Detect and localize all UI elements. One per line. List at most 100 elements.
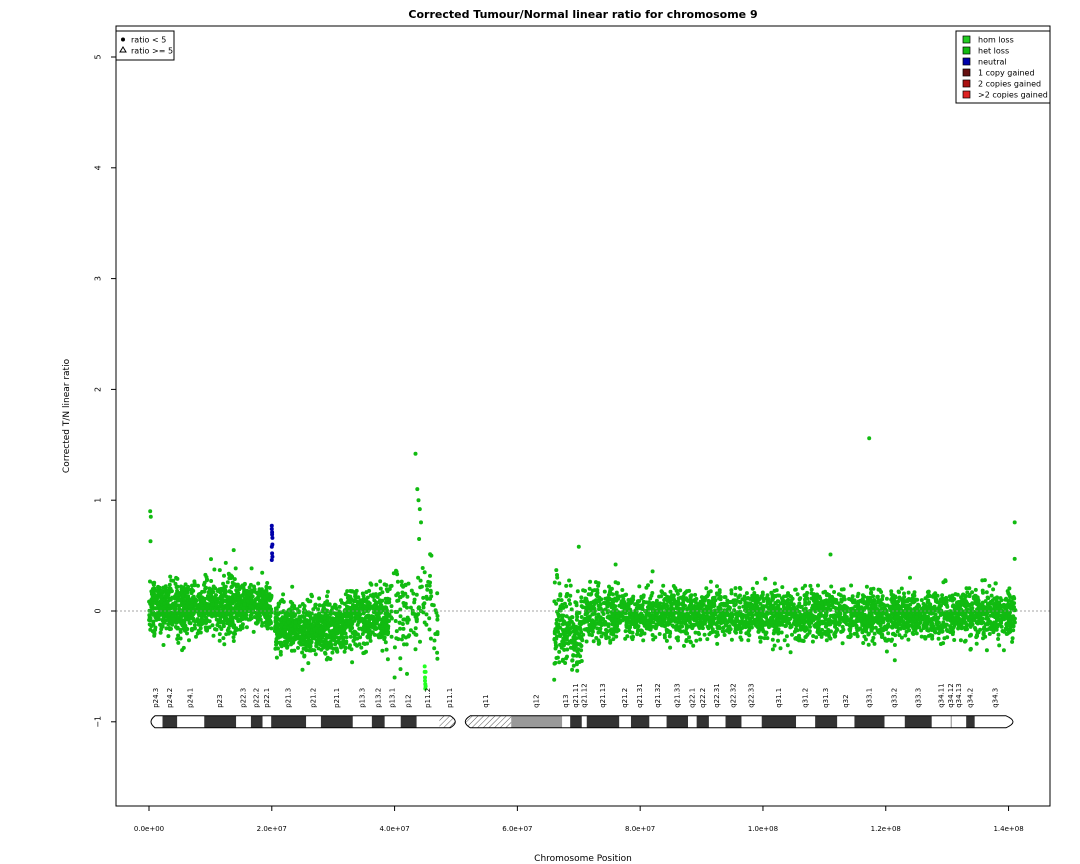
data-point: [159, 595, 164, 599]
data-point: [345, 589, 350, 594]
data-point: [374, 582, 379, 587]
data-point: [179, 612, 184, 616]
data-point: [571, 635, 576, 640]
data-point: [200, 606, 205, 610]
data-point: [715, 584, 719, 589]
data-point: [151, 619, 156, 624]
data-point: [311, 636, 315, 641]
data-point: [614, 634, 619, 639]
data-point: [200, 598, 205, 603]
data-point: [421, 595, 426, 600]
data-point: [231, 639, 236, 643]
data-point: [367, 616, 372, 621]
data-point: [207, 611, 212, 616]
data-point: [290, 604, 295, 609]
data-point: [250, 605, 255, 610]
data-point: [738, 630, 743, 635]
data-point: [556, 597, 561, 602]
data-point: [317, 596, 322, 601]
data-point: [698, 637, 703, 642]
data-point: [668, 589, 673, 594]
data-point: [153, 593, 158, 598]
data-point: [307, 634, 312, 639]
data-point: [251, 629, 256, 634]
data-point: [407, 633, 412, 638]
data-point: [991, 587, 996, 592]
data-point: [568, 601, 572, 606]
data-point: [650, 569, 655, 574]
data-point: [171, 601, 176, 606]
data-point: [291, 635, 296, 640]
data-point: [419, 584, 424, 589]
data-point: [412, 597, 417, 602]
data-point: [366, 627, 371, 632]
data-point: [866, 642, 871, 647]
data-point: [625, 634, 630, 639]
data-point: [245, 588, 250, 593]
data-point: [199, 622, 204, 627]
data-point: [432, 638, 437, 643]
data-point: [558, 618, 563, 623]
data-point: [173, 581, 178, 586]
data-point: [162, 620, 167, 625]
data-point: [650, 601, 655, 606]
data-point: [899, 586, 904, 591]
data-point: [344, 635, 349, 640]
data-point: [384, 647, 389, 652]
data-point: [770, 637, 775, 642]
data-point: [776, 638, 780, 643]
data-point: [302, 604, 307, 608]
data-point: [684, 596, 689, 601]
data-point: [970, 590, 975, 595]
data-point: [173, 610, 177, 615]
data-point: [902, 591, 906, 596]
data-point: [178, 598, 183, 603]
data-point: [273, 646, 278, 651]
data-point: [225, 601, 230, 605]
data-point: [779, 630, 784, 635]
data-point: [317, 642, 322, 647]
data-point: [919, 634, 924, 639]
data-point: [435, 614, 440, 618]
data-point: [150, 603, 155, 607]
data-point: [919, 598, 924, 603]
data-point: [325, 613, 330, 618]
data-point: [282, 625, 287, 629]
data-point: [669, 596, 674, 601]
data-point: [233, 606, 238, 611]
data-point: [222, 642, 227, 647]
data-point: [746, 638, 751, 643]
data-point: [192, 581, 197, 586]
data-point: [558, 633, 563, 638]
data-point: [793, 636, 798, 641]
data-point: [263, 603, 268, 608]
data-point: [693, 592, 698, 597]
data-point: [738, 600, 743, 605]
data-point: [984, 648, 989, 653]
data-point: [300, 650, 305, 655]
data-point: [237, 600, 241, 605]
data-point: [708, 579, 713, 584]
data-point: [349, 623, 354, 628]
data-point: [361, 651, 366, 656]
data-point: [387, 600, 392, 605]
data-point: [178, 636, 183, 641]
data-point: [231, 622, 236, 627]
data-point: [793, 587, 798, 592]
data-point: [398, 614, 403, 619]
data-point: [324, 626, 329, 631]
data-point: [562, 620, 567, 625]
data-point: [384, 631, 389, 636]
data-point: [733, 586, 738, 591]
data-point: [174, 585, 179, 590]
data-point: [342, 649, 347, 654]
data-point: [384, 626, 389, 631]
data-point: [236, 617, 241, 622]
data-point: [872, 631, 877, 636]
data-point: [203, 586, 208, 591]
data-point: [357, 626, 362, 631]
data-point: [826, 606, 831, 611]
data-point: [886, 631, 891, 636]
data-point: [181, 601, 186, 606]
data-point: [860, 593, 865, 598]
